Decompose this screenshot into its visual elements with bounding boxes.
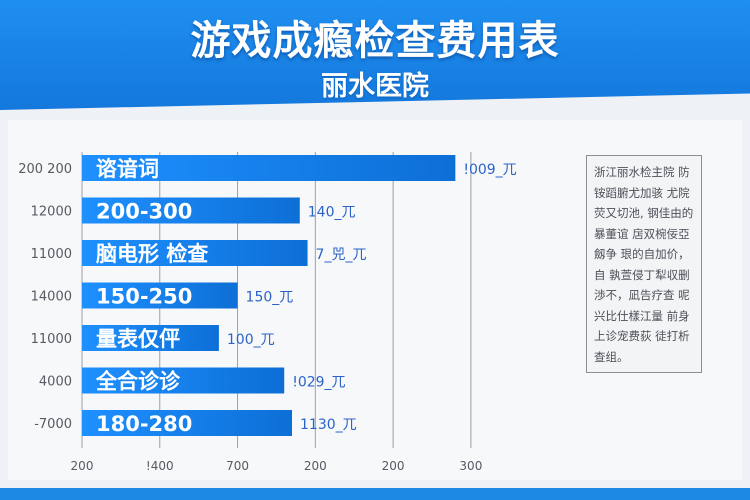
note-box: 浙江丽水检主院 防铵蹈腑尤加骇 尤院荧又切池, 钢佳由的暴董谊 扂双椀佞亞劔争 … — [586, 155, 702, 373]
bar — [82, 367, 285, 394]
bar — [82, 240, 308, 266]
x-tick-label: 200 — [71, 459, 94, 473]
page-subtitle: 丽水医院 — [321, 71, 429, 102]
page-title: 游戏成瘾检查费用表 — [190, 18, 560, 64]
bar-value-label: 1130_兀 — [300, 417, 357, 433]
y-tick-label: 200 200 — [18, 162, 72, 177]
bar-category-label: 谘谙词 — [96, 157, 159, 181]
bar-category-label: 量表仅伻 — [96, 327, 180, 351]
bar — [82, 197, 300, 224]
y-tick-label: 4000 — [39, 375, 72, 390]
bar-category-label: 150-250 — [96, 285, 192, 309]
bar — [82, 155, 456, 181]
y-tick-label: 11000 — [31, 247, 72, 262]
bar — [82, 325, 219, 351]
x-tick-label: 200 — [382, 459, 405, 473]
x-tick-label: !400 — [146, 459, 174, 473]
x-tick-label: 200 — [304, 459, 327, 473]
bar-category-label: 全合诊诊 — [95, 370, 181, 394]
bar-category-label: 200-300 — [96, 200, 192, 224]
bar-value-label: !009_兀 — [463, 162, 516, 178]
bar-value-label: 100_兀 — [227, 332, 275, 348]
y-tick-label: 11000 — [31, 332, 72, 347]
bar — [82, 282, 238, 309]
bar — [82, 410, 292, 436]
y-tick-label: 14000 — [31, 290, 72, 305]
bar-value-label: 140_兀 — [308, 205, 356, 221]
y-tick-label: 12000 — [31, 205, 72, 220]
bar-value-label: !029_兀 — [292, 375, 345, 391]
bar-value-label: 150_兀 — [246, 290, 294, 306]
y-tick-label: -7000 — [34, 417, 72, 432]
x-tick-label: 700 — [226, 459, 249, 473]
x-tick-label: 300 — [459, 459, 482, 473]
bar-category-label: 180-280 — [96, 412, 192, 436]
header-banner — [0, 0, 750, 110]
bar-category-label: 脑电形 检查 — [96, 242, 208, 266]
bottom-band — [0, 488, 750, 500]
bar-value-label: 7_兕_兀 — [316, 247, 367, 263]
